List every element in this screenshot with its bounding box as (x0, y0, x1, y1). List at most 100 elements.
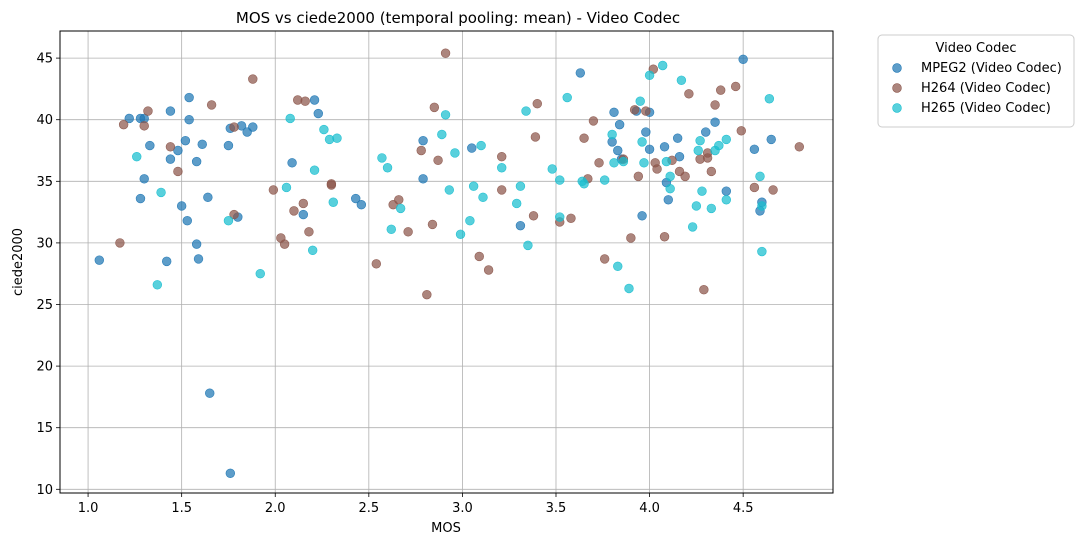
data-point (624, 283, 634, 294)
data-point (701, 127, 711, 137)
data-point (599, 254, 610, 264)
data-point (665, 183, 675, 194)
data-point (300, 96, 310, 106)
legend-marker (892, 83, 902, 93)
data-point (515, 220, 526, 231)
data-point (483, 265, 494, 275)
data-point (304, 227, 314, 237)
data-point (478, 192, 488, 203)
data-point (659, 142, 670, 152)
x-tick-label: 1.5 (171, 501, 192, 516)
data-point (309, 165, 320, 175)
data-point (738, 54, 748, 65)
data-point (307, 245, 318, 255)
data-point (618, 156, 629, 167)
data-point (566, 213, 576, 223)
data-point (429, 102, 440, 113)
data-point (395, 203, 406, 214)
data-point (205, 388, 215, 398)
data-point (433, 155, 443, 166)
data-point (371, 259, 382, 269)
data-point (173, 166, 183, 177)
data-point (313, 108, 323, 119)
data-point (285, 113, 295, 124)
data-point (377, 153, 387, 163)
data-point (562, 92, 572, 103)
data-point (268, 185, 279, 195)
data-point (124, 113, 134, 124)
y-axis-label: ciede2000 (11, 228, 26, 296)
data-point (326, 179, 337, 189)
data-point (225, 468, 236, 478)
data-point (757, 246, 767, 257)
data-point (672, 133, 683, 143)
data-point (532, 98, 542, 109)
data-point (749, 182, 760, 193)
legend-marker (892, 103, 902, 113)
x-tick-label: 2.5 (358, 501, 379, 516)
data-point (755, 171, 765, 182)
data-point (637, 211, 647, 221)
data-points (94, 48, 805, 478)
y-axis-ticks: 10 15 20 25 30 35 40 45 (36, 52, 60, 498)
data-point (173, 145, 183, 156)
data-point (515, 181, 526, 191)
data-point (152, 280, 163, 290)
data-point (191, 239, 202, 249)
data-point (680, 171, 690, 182)
data-point (115, 238, 125, 248)
data-point (710, 100, 720, 110)
data-point (699, 285, 709, 295)
data-point (440, 110, 451, 120)
data-point (555, 212, 565, 222)
data-point (418, 135, 428, 146)
data-point (609, 158, 619, 168)
data-point (721, 134, 732, 145)
data-point (594, 158, 604, 168)
data-point (145, 140, 155, 151)
data-point (287, 158, 297, 168)
data-point (132, 151, 142, 162)
data-point (298, 209, 309, 220)
legend-frame (877, 34, 1075, 128)
data-point (118, 119, 129, 130)
legend-entry-label: MPEG2 (Video Codec) (921, 61, 1062, 76)
data-point (165, 154, 176, 164)
y-tick-label: 25 (36, 298, 53, 313)
x-tick-label: 3.5 (546, 501, 567, 516)
data-point (736, 126, 746, 136)
legend-marker (892, 63, 902, 73)
data-point (575, 68, 586, 78)
data-point (676, 75, 687, 85)
data-point (223, 140, 234, 151)
data-point (613, 261, 623, 272)
data-point (555, 175, 565, 185)
data-point (193, 254, 204, 264)
series-1 (115, 48, 805, 300)
data-point (332, 133, 342, 143)
x-tick-label: 3.0 (452, 501, 473, 516)
legend-entry-label: H265 (Video Codec) (921, 101, 1051, 116)
data-point (652, 164, 662, 174)
data-point (143, 106, 153, 116)
data-point (693, 145, 703, 156)
plot-frame (59, 30, 834, 494)
grid-lines (60, 31, 833, 493)
data-point (309, 95, 320, 105)
data-point (528, 211, 539, 221)
data-point (639, 158, 649, 168)
data-point (715, 85, 726, 95)
x-tick-label: 4.5 (733, 501, 754, 516)
y-tick-label: 40 (36, 113, 53, 128)
data-point (427, 219, 438, 230)
data-point (706, 166, 717, 177)
x-axis-label: MOS (431, 521, 461, 536)
y-tick-label: 30 (36, 236, 53, 251)
data-point (497, 185, 507, 195)
data-point (319, 124, 329, 135)
data-point (182, 216, 192, 226)
data-point (416, 145, 426, 156)
data-point (184, 115, 194, 125)
data-point (248, 74, 258, 84)
